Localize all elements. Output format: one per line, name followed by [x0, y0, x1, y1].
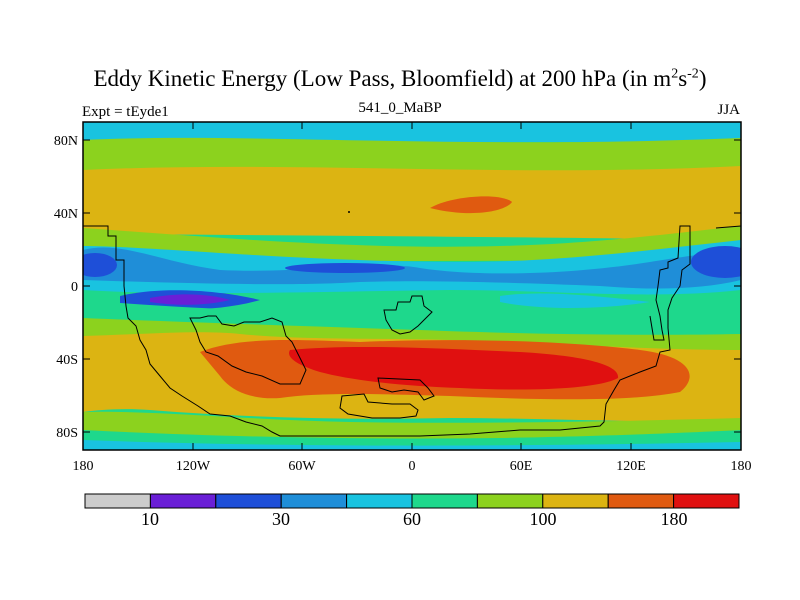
lon-label-60e: 60E: [510, 459, 533, 474]
tropic-min-center: [285, 263, 405, 273]
lon-label-0: 0: [409, 459, 416, 474]
lat-label-80s: 80S: [56, 426, 78, 441]
outline-dot: [348, 211, 350, 213]
run-label: 541_0_MaBP: [358, 100, 442, 116]
tropic-streak: [500, 293, 650, 308]
colorbar-box-0: [84, 493, 151, 509]
lon-label-120e: 120E: [616, 459, 646, 474]
tropic-min-west: [83, 253, 117, 277]
lon-label-60w: 60W: [288, 459, 316, 474]
band-pole-south: [83, 440, 741, 450]
lat-label-40n: 40N: [54, 207, 78, 222]
continent-outlines: [83, 225, 741, 437]
outline-east-edge: [715, 225, 741, 229]
colorbar-box-1: [149, 493, 217, 509]
colorbar-label-10: 10: [141, 509, 159, 529]
colorbar-label-30: 30: [272, 509, 290, 529]
outline-main: [83, 225, 691, 437]
season-label: JJA: [717, 102, 740, 118]
contour-field: [83, 122, 741, 450]
colorbar-box-6: [476, 493, 544, 509]
tropic-min-east: [691, 246, 741, 278]
lon-label-180w: 180: [73, 459, 94, 474]
tropic-min-core: [150, 294, 230, 305]
band-south-low: [83, 300, 741, 343]
band-north-jet: [83, 166, 741, 240]
colorbar-label-180: 180: [661, 509, 688, 529]
lon-label-180e: 180: [731, 459, 752, 474]
band-polar-north: [83, 122, 741, 142]
plot-title: Eddy Kinetic Energy (Low Pass, Bloomfiel…: [93, 66, 707, 91]
lat-label-80n: 80N: [54, 134, 78, 149]
outline-block-c: [377, 377, 435, 401]
outline-block-d: [339, 393, 419, 419]
colorbar: [84, 493, 740, 509]
outline-block-b: [383, 295, 433, 335]
lon-tick-marks: [82, 122, 742, 450]
south-jet-core: [289, 346, 619, 390]
lon-label-120w: 120W: [176, 459, 211, 474]
colorbar-box-8: [607, 493, 675, 509]
colorbar-box-3: [280, 493, 348, 509]
experiment-label: Expt = tEyde1: [82, 104, 169, 120]
colorbar-box-2: [215, 493, 282, 509]
lat-label-40s: 40S: [56, 353, 78, 368]
outline-block-a: [189, 315, 307, 385]
colorbar-box-4: [346, 493, 413, 509]
lat-label-0: 0: [71, 280, 78, 295]
colorbar-label-100: 100: [530, 509, 557, 529]
north-jet-max: [430, 196, 512, 214]
colorbar-box-9: [673, 493, 740, 509]
colorbar-box-5: [411, 493, 478, 509]
band-tropics-b: [83, 247, 741, 289]
colorbar-label-60: 60: [403, 509, 421, 529]
band-subtropic-north: [83, 226, 741, 262]
band-north-mid: [83, 137, 741, 176]
lat-tick-marks: [83, 139, 741, 433]
colorbar-box-7: [542, 493, 609, 509]
